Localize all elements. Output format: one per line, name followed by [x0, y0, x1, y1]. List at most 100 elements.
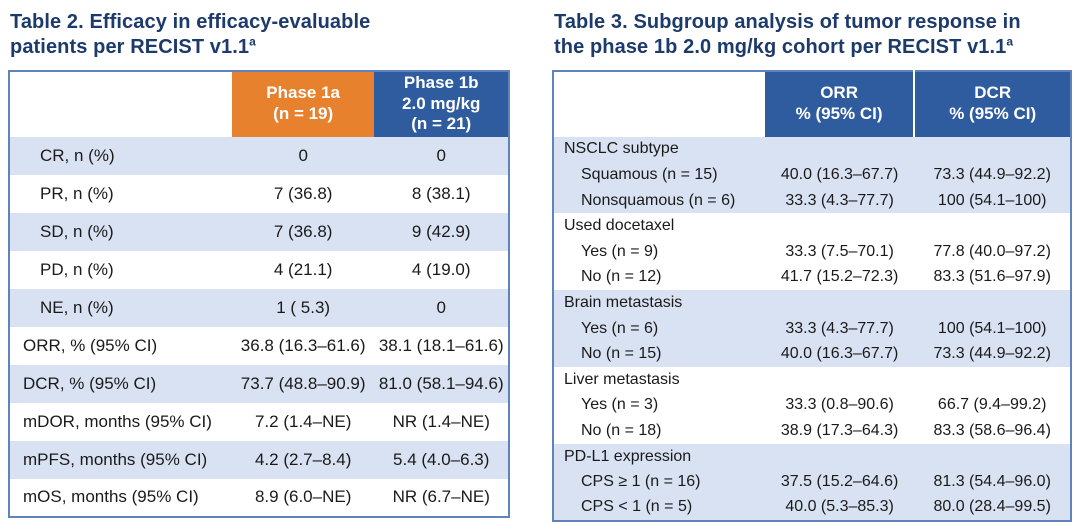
row-label: CR, n (%) — [40, 145, 115, 165]
table-row: CR, n (%) 0 0 — [9, 136, 509, 175]
dcr-value: 100 (54.1–100) — [937, 319, 1047, 337]
row-label: NSCLC subtype — [564, 140, 679, 158]
dcr-value: 81.3 (54.4–96.0) — [933, 473, 1051, 491]
row-label: Used docetaxel — [564, 217, 675, 235]
row-label: Yes (n = 6) — [581, 319, 659, 337]
table3-footnote-marker: a — [1006, 34, 1014, 49]
phase1a-value: 36.8 (16.3–61.6) — [240, 335, 366, 355]
phase1a-value: 73.7 (48.8–90.9) — [240, 373, 366, 393]
orr-value: 40.0 (5.3–85.3) — [785, 498, 894, 516]
subgroup-analysis-table: ORR % (95% CI) DCR % (95% CI) NSCLC subt… — [552, 69, 1072, 522]
table-row: PR, n (%) 7 (36.8) 8 (38.1) — [9, 175, 509, 213]
table-row: CPS < 1 (n = 5) 40.0 (5.3–85.3) 80.0 (28.4… — [553, 494, 1071, 521]
header-line: Phase 1a — [266, 83, 341, 103]
table-row: mDOR, months (95% CI) 7.2 (1.4–NE) NR (1.4… — [9, 403, 509, 441]
table-row: Squamous (n = 15) 40.0 (16.3–67.7) 73.3 (4… — [553, 162, 1071, 188]
dcr-value: 66.7 (9.4–99.2) — [937, 396, 1047, 414]
phase1b-value: 0 — [436, 145, 446, 165]
row-label: SD, n (%) — [40, 221, 114, 241]
table2-title: Table 2. Efficacy in efficacy-evaluable … — [10, 10, 510, 60]
row-label: DCR, % (95% CI) — [23, 373, 157, 393]
orr-value: 40.0 (16.3–67.7) — [780, 345, 899, 363]
table-row: DCR, % (95% CI) 73.7 (48.8–90.9) 81.0 (58.… — [9, 364, 509, 403]
table-row: mPFS, months (95% CI) 4.2 (2.7–8.4) 5.4 (4… — [9, 440, 509, 479]
phase1b-value: 8 (38.1) — [411, 183, 471, 203]
table3-header-row: ORR % (95% CI) DCR % (95% CI) — [553, 70, 1071, 137]
table-row: Yes (n = 6) 33.3 (4.3–77.7) 100 (54.1–100) — [553, 315, 1071, 342]
row-label: mPFS, months (95% CI) — [23, 449, 208, 469]
dcr-value: 80.0 (28.4–99.5) — [933, 498, 1051, 516]
phase1a-value: 7.2 (1.4–NE) — [254, 411, 352, 431]
dcr-value: 100 (54.1–100) — [937, 191, 1047, 209]
row-label: ORR, % (95% CI) — [23, 335, 158, 355]
row-label: PR, n (%) — [40, 183, 114, 203]
row-label: Brain metastasis — [564, 293, 683, 311]
orr-value: 33.3 (7.5–70.1) — [785, 242, 894, 260]
phase1b-value: 9 (42.9) — [411, 221, 471, 241]
group-header-row: NSCLC subtype — [553, 136, 1071, 163]
group-header-row: Brain metastasis — [553, 290, 1071, 316]
phase1b-value: 81.0 (58.1–94.6) — [378, 373, 504, 393]
row-label: Liver metastasis — [564, 370, 680, 388]
phase1b-value: NR (6.7–NE) — [392, 487, 490, 507]
column-header-orr: ORR % (95% CI) — [764, 70, 915, 137]
table2-title-line1: Table 2. Efficacy in efficacy-evaluable — [10, 11, 371, 33]
row-label: PD, n (%) — [40, 259, 114, 279]
table-row: No (n = 15) 40.0 (16.3–67.7) 73.3 (44.9–92… — [553, 341, 1071, 367]
row-label: No (n = 12) — [581, 268, 662, 286]
dcr-value — [914, 444, 1071, 470]
column-header-dcr: DCR % (95% CI) — [913, 70, 1071, 137]
table-row: Yes (n = 3) 33.3 (0.8–90.6) 66.7 (9.4–99.2… — [553, 393, 1071, 419]
header-line: Phase 1b — [403, 72, 479, 92]
group-header-row: PD-L1 expression — [553, 443, 1071, 470]
row-label: Yes (n = 9) — [581, 242, 659, 260]
dcr-value: 77.8 (40.0–97.2) — [933, 242, 1051, 260]
dcr-value: 83.3 (51.6–97.9) — [933, 268, 1051, 286]
dcr-value — [914, 213, 1071, 239]
dcr-value: 83.3 (58.6–96.4) — [933, 421, 1051, 439]
header-line: (n = 19) — [273, 104, 334, 124]
table3-title-line1: Table 3. Subgroup analysis of tumor resp… — [554, 11, 1021, 33]
table3-title: Table 3. Subgroup analysis of tumor resp… — [554, 10, 1072, 60]
table3-title-line2: the phase 1b 2.0 mg/kg cohort per RECIST… — [554, 35, 1007, 58]
orr-value — [765, 213, 915, 239]
dcr-value — [914, 137, 1071, 163]
phase1b-value: NR (1.4–NE) — [392, 411, 490, 431]
column-header-phase1a: Phase 1a (n = 19) — [231, 70, 375, 137]
row-label: Nonsquamous (n = 6) — [581, 191, 736, 209]
orr-value: 40.0 (16.3–67.7) — [780, 165, 899, 183]
orr-value: 33.3 (4.3–77.7) — [785, 319, 894, 337]
orr-value — [765, 290, 915, 316]
table-row: No (n = 18) 38.9 (17.3–64.3) 83.3 (58.6–96… — [553, 418, 1071, 444]
row-label: No (n = 18) — [581, 421, 662, 439]
group-header-row: Liver metastasis — [553, 367, 1071, 393]
row-label: mOS, months (95% CI) — [23, 487, 199, 507]
phase1a-value: 1 ( 5.3) — [276, 297, 331, 317]
row-label: No (n = 15) — [581, 345, 662, 363]
table3-panel: Table 3. Subgroup analysis of tumor resp… — [552, 8, 1072, 522]
table2-footnote-marker: a — [249, 34, 256, 49]
orr-value: 38.9 (17.3–64.3) — [780, 421, 899, 439]
table-row: Yes (n = 9) 33.3 (7.5–70.1) 77.8 (40.0–97.… — [553, 239, 1071, 265]
group-header-row: Used docetaxel — [553, 213, 1071, 239]
orr-value: 37.5 (15.2–64.6) — [780, 473, 899, 491]
dcr-value: 73.3 (44.9–92.2) — [933, 165, 1051, 183]
orr-value — [765, 444, 915, 470]
table-row: SD, n (%) 7 (36.8) 9 (42.9) — [9, 212, 509, 251]
header-line: DCR — [974, 83, 1012, 103]
orr-value: 33.3 (0.8–90.6) — [785, 396, 894, 414]
header-line: ORR — [820, 83, 858, 103]
orr-value — [765, 137, 915, 163]
orr-value — [765, 367, 915, 393]
phase1b-value: 4 (19.0) — [411, 259, 471, 279]
header-line: 2.0 mg/kg — [402, 93, 481, 113]
row-label: mDOR, months (95% CI) — [23, 411, 212, 431]
phase1b-value: 0 — [436, 297, 446, 317]
table-row: Nonsquamous (n = 6) 33.3 (4.3–77.7) 100 (5… — [553, 187, 1071, 214]
row-label: PD-L1 expression — [564, 447, 692, 465]
row-label: Squamous (n = 15) — [581, 165, 718, 183]
table3-header-empty-cell — [553, 70, 765, 137]
table-row: CPS ≥ 1 (n = 16) 37.5 (15.2–64.6) 81.3 (54… — [553, 469, 1071, 495]
table2-header-row: Phase 1a (n = 19) Phase 1b 2.0 mg/kg (n … — [9, 70, 509, 137]
